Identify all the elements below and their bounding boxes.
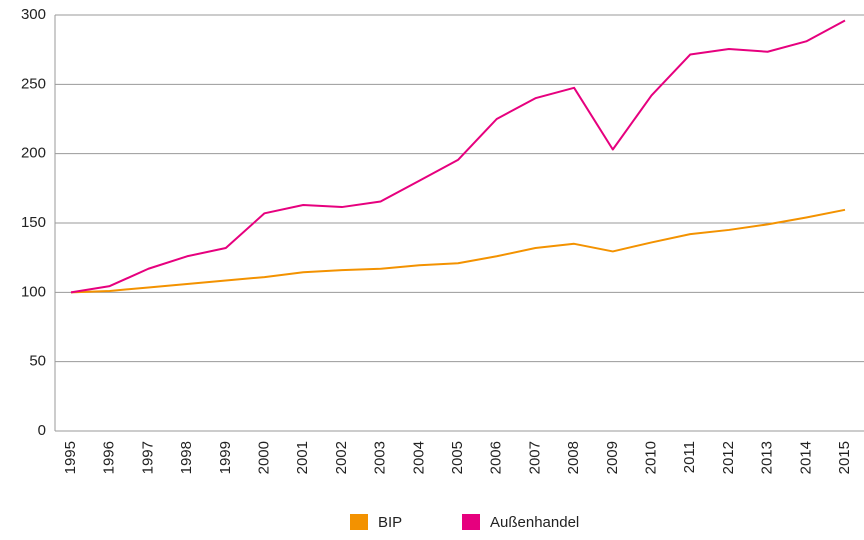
x-tick-label: 1997 [139, 441, 156, 474]
x-tick-label: 2008 [565, 441, 582, 474]
y-tick-label: 300 [21, 6, 46, 23]
legend-swatch [462, 514, 480, 530]
x-tick-label: 2013 [759, 441, 776, 474]
y-tick-label: 100 [21, 283, 46, 300]
x-tick-label: 1995 [62, 441, 79, 474]
x-tick-label: 2004 [410, 441, 427, 474]
x-tick-label: 2001 [294, 441, 311, 474]
x-tick-label: 2005 [449, 441, 466, 474]
y-tick-label: 50 [29, 353, 46, 370]
line-series [70, 208, 846, 294]
x-tick-label: 2012 [720, 441, 737, 474]
y-tick-label: 250 [21, 75, 46, 92]
y-tick-label: 150 [21, 214, 46, 231]
x-tick-label: 2002 [333, 441, 350, 474]
x-tick-label: 2003 [372, 441, 389, 474]
x-tick-label: 2000 [255, 441, 272, 474]
x-tick-label: 2009 [604, 441, 621, 474]
y-tick-label: 0 [38, 422, 46, 439]
legend-swatch [350, 514, 368, 530]
x-tick-label: 2011 [681, 441, 698, 473]
x-tick-label: 2007 [526, 441, 543, 474]
line-series [70, 19, 846, 294]
x-tick-label: 2015 [836, 441, 853, 474]
x-tick-label: 1999 [217, 441, 234, 474]
x-tick-label: 1998 [178, 441, 195, 474]
legend-label: BIP [378, 514, 402, 531]
x-tick-label: 2010 [642, 441, 659, 474]
y-tick-label: 200 [21, 145, 46, 162]
x-tick-label: 2006 [488, 441, 505, 474]
x-tick-label: 2014 [797, 441, 814, 474]
legend-label: Außenhandel [490, 514, 579, 531]
x-tick-label: 1996 [101, 441, 118, 474]
